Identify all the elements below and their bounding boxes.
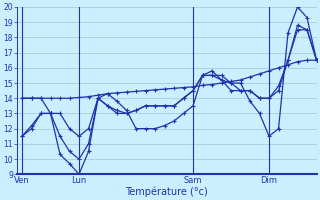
X-axis label: Température (°c): Température (°c)	[125, 186, 208, 197]
